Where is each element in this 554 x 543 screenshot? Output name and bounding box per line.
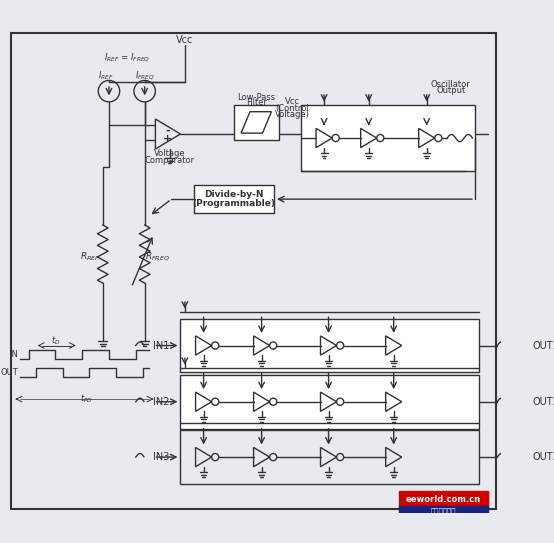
Text: OUT2: OUT2 <box>533 397 554 407</box>
FancyBboxPatch shape <box>181 430 479 484</box>
Text: Divide-by-N: Divide-by-N <box>204 190 264 199</box>
Text: Voltage): Voltage) <box>275 110 309 119</box>
Text: $R_{FREQ}$: $R_{FREQ}$ <box>145 250 170 263</box>
Text: Voltage: Voltage <box>154 149 186 158</box>
FancyBboxPatch shape <box>234 105 279 140</box>
Text: Low-Pass: Low-Pass <box>237 93 275 102</box>
Text: IN1: IN1 <box>153 340 170 351</box>
Text: (Programmable): (Programmable) <box>192 199 275 208</box>
FancyBboxPatch shape <box>301 105 475 172</box>
Text: IN2: IN2 <box>153 397 170 407</box>
Text: Filter: Filter <box>246 98 266 108</box>
Text: $I_{REF}$: $I_{REF}$ <box>99 70 114 82</box>
FancyBboxPatch shape <box>11 33 496 509</box>
Text: (Control: (Control <box>275 104 309 112</box>
Text: $I_{FREQ}$: $I_{FREQ}$ <box>135 70 155 83</box>
Text: Comparator: Comparator <box>145 156 195 165</box>
FancyBboxPatch shape <box>181 375 479 428</box>
Text: $t_D$: $t_D$ <box>50 335 60 348</box>
FancyBboxPatch shape <box>194 185 274 213</box>
FancyBboxPatch shape <box>399 506 488 513</box>
Text: 电子工程世界: 电子工程世界 <box>431 507 456 514</box>
FancyBboxPatch shape <box>399 491 488 509</box>
Text: $t_{PD}$: $t_{PD}$ <box>80 393 93 405</box>
Text: +: + <box>163 134 172 144</box>
Text: OUT1: OUT1 <box>533 340 554 351</box>
FancyBboxPatch shape <box>181 319 479 372</box>
Text: eeworld.com.cn: eeworld.com.cn <box>406 495 481 504</box>
Text: Oscillator: Oscillator <box>431 79 471 89</box>
Text: OUT3: OUT3 <box>533 452 554 462</box>
Text: Output: Output <box>436 86 465 95</box>
Text: $R_{REF}$: $R_{REF}$ <box>80 250 100 262</box>
Text: Vcc: Vcc <box>176 35 193 45</box>
Text: Vcc: Vcc <box>284 97 300 106</box>
Text: IN: IN <box>9 350 18 359</box>
Text: OUT: OUT <box>0 368 18 377</box>
Text: IN3: IN3 <box>153 452 170 462</box>
Text: $I_{REF}$ = $I_{FREQ}$: $I_{REF}$ = $I_{FREQ}$ <box>104 51 150 64</box>
Text: -: - <box>166 125 170 135</box>
